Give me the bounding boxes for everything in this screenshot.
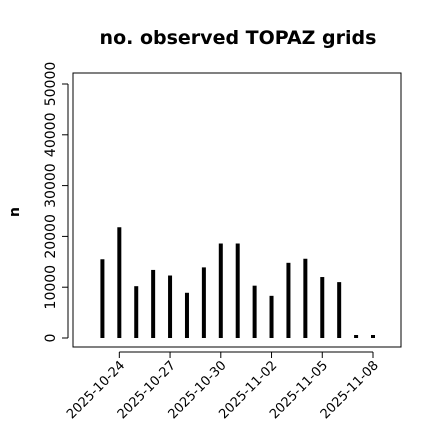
bar	[201, 267, 206, 338]
y-axis: 0 10000 20000 30000 40000 50000	[43, 62, 69, 343]
y-tick-label: 20000	[43, 214, 59, 259]
y-tick-label: 0	[43, 334, 59, 343]
y-axis-label: n	[7, 207, 23, 217]
y-tick-label: 30000	[43, 163, 59, 208]
bar	[320, 277, 325, 338]
bar	[218, 243, 223, 338]
bar	[354, 335, 359, 338]
bar	[371, 335, 375, 338]
bar	[286, 262, 291, 338]
y-tick-label: 10000	[43, 265, 59, 310]
bar	[269, 295, 274, 338]
bar	[303, 258, 308, 338]
bar	[337, 282, 342, 338]
bar	[184, 292, 189, 338]
bar	[252, 285, 257, 338]
bar	[235, 243, 240, 338]
bar	[168, 275, 173, 338]
x-axis: 2025-10-242025-10-272025-10-302025-11-02…	[64, 351, 382, 422]
y-tick-label: 40000	[43, 113, 59, 158]
plot-frame	[72, 72, 402, 348]
chart-title: no. observed TOPAZ grids	[100, 27, 377, 49]
bar	[100, 259, 105, 338]
bar	[117, 227, 122, 338]
y-tick-label: 50000	[43, 62, 59, 107]
bar	[134, 286, 139, 338]
bars	[100, 227, 375, 338]
bar	[151, 269, 156, 338]
